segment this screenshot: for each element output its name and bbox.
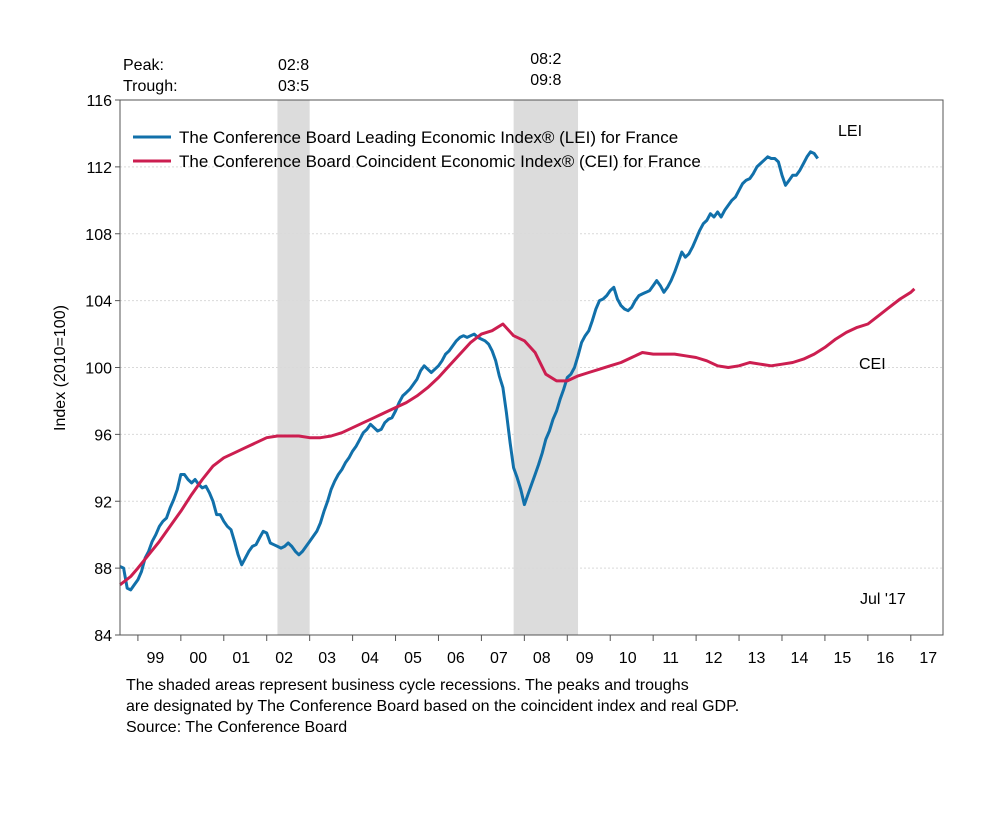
date-annotation: Jul '17	[860, 591, 906, 608]
x-tick-label-16: 16	[876, 650, 894, 667]
x-tick-label-02: 02	[275, 650, 293, 667]
series-layer	[119, 150, 916, 592]
y-tick-label-100: 100	[85, 361, 112, 378]
footnote-line-1: The shaded areas represent business cycl…	[126, 677, 689, 694]
x-tick-label-09: 09	[576, 650, 594, 667]
x-tick-label-99: 99	[146, 650, 164, 667]
x-tick-label-08: 08	[533, 650, 551, 667]
lei-series-line	[119, 150, 819, 592]
legend: The Conference Board Leading Economic In…	[133, 128, 701, 171]
y-tick-label-84: 84	[94, 628, 112, 645]
cei-series-line	[119, 287, 916, 586]
footnote-line-2: are designated by The Conference Board b…	[126, 698, 740, 715]
recession-peak-label-2: 08:2	[530, 51, 561, 68]
x-tick-label-01: 01	[232, 650, 250, 667]
footnote-line-3: Source: The Conference Board	[126, 719, 348, 736]
recession-peak-label-1: 02:8	[278, 57, 309, 74]
y-tick-label-104: 104	[85, 294, 112, 311]
x-tick-label-11: 11	[662, 650, 679, 667]
x-tick-label-05: 05	[404, 650, 422, 667]
x-tick-label-14: 14	[791, 650, 809, 667]
grid-layer	[120, 166, 943, 569]
y-tick-label-108: 108	[85, 227, 112, 244]
recession-trough-label-1: 03:5	[278, 78, 309, 95]
cycle-peak-header: Peak:	[123, 57, 164, 74]
x-tick-label-00: 00	[189, 650, 207, 667]
legend-label-cei: The Conference Board Coincident Economic…	[179, 152, 701, 171]
footnote: The shaded areas represent business cycl…	[126, 675, 739, 738]
x-tick-label-04: 04	[361, 650, 379, 667]
x-tick-label-17: 17	[919, 650, 937, 667]
x-tick-label-15: 15	[833, 650, 851, 667]
legend-label-lei: The Conference Board Leading Economic In…	[179, 128, 678, 147]
y-tick-label-116: 116	[86, 93, 112, 110]
y-axis-title: Index (2010=100)	[52, 305, 69, 431]
x-tick-label-12: 12	[705, 650, 723, 667]
lei-annotation: LEI	[838, 123, 862, 140]
y-tick-label-112: 112	[86, 160, 112, 177]
y-tick-label-96: 96	[94, 427, 112, 444]
x-tick-label-10: 10	[619, 650, 637, 667]
axis-layer: 84 88 92 96 100 104 108 112 116 99 00 01 02 03 04 05 06 0…	[85, 93, 937, 667]
x-tick-label-03: 03	[318, 650, 336, 667]
y-tick-label-92: 92	[94, 494, 112, 511]
recession-trough-label-2: 09:8	[530, 72, 561, 89]
y-tick-label-88: 88	[94, 561, 112, 578]
x-tick-label-13: 13	[748, 650, 766, 667]
cycle-trough-header: Trough:	[123, 78, 178, 95]
cei-annotation: CEI	[859, 356, 886, 373]
x-tick-label-07: 07	[490, 650, 508, 667]
x-tick-label-06: 06	[447, 650, 465, 667]
